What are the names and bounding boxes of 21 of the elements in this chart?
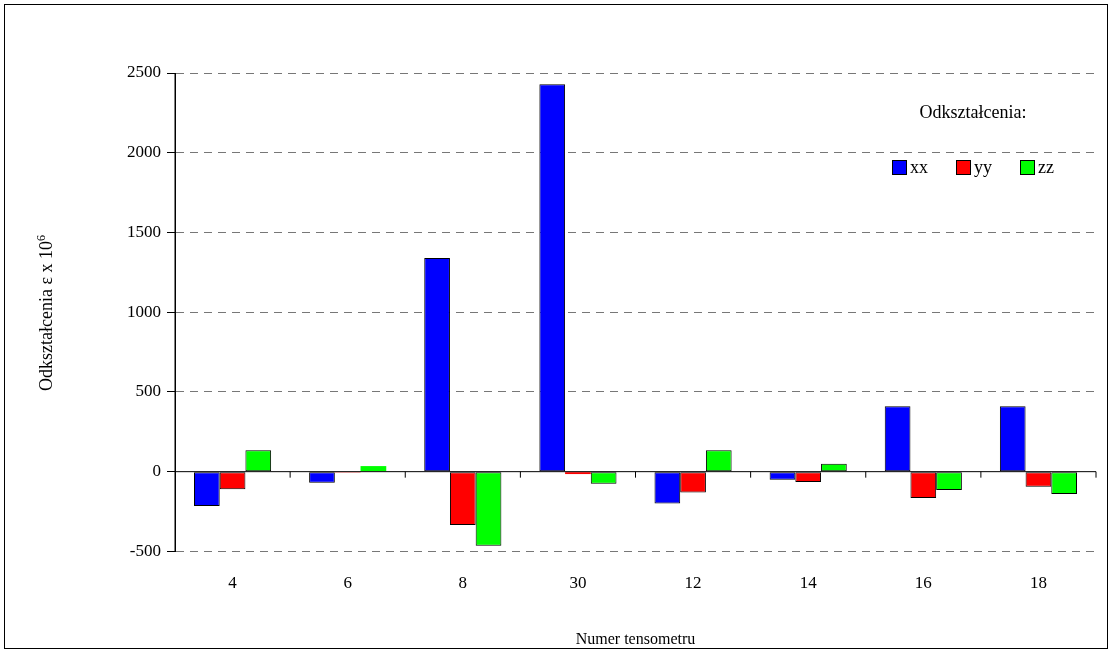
y-tick-label: 1000	[127, 301, 161, 321]
x-tick-label: 12	[684, 573, 702, 593]
legend-label: zz	[1038, 157, 1054, 178]
x-tick-label: 18	[1029, 573, 1047, 593]
y-tick-label: -500	[129, 540, 161, 560]
x-tick-label: 6	[343, 573, 352, 593]
x-tick-label: 16	[914, 573, 932, 593]
bar	[360, 466, 387, 472]
legend-label: yy	[974, 157, 993, 178]
x-tick-label: 8	[458, 573, 468, 593]
y-tick-label: 2000	[127, 142, 161, 162]
x-tick-label: 4	[228, 573, 238, 593]
x-axis-title: Numer tensometru	[575, 629, 696, 647]
y-tick-label: 2500	[127, 62, 161, 82]
y-tick-label: 500	[135, 381, 161, 401]
x-tick-label: 14	[799, 573, 818, 593]
legend-title: Odkształcenia:	[918, 102, 1028, 123]
y-tick-label: 1500	[127, 221, 161, 241]
x-tick-label: 30	[569, 573, 587, 593]
legend-label: xx	[910, 157, 929, 178]
y-tick-label: 0	[152, 461, 161, 481]
